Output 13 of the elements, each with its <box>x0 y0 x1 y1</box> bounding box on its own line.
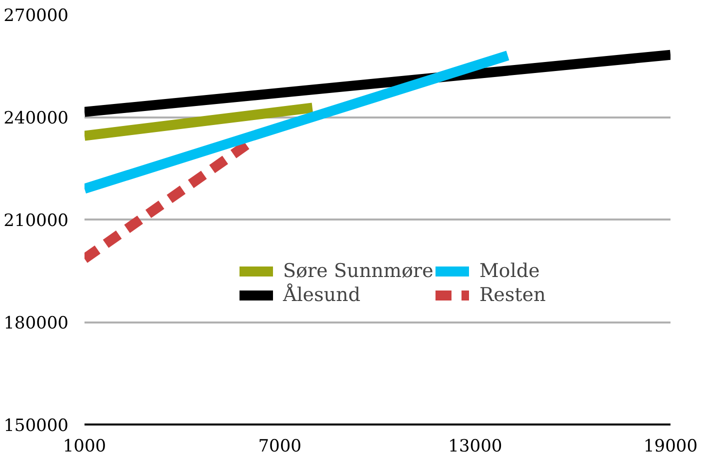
legend-label: Molde <box>479 260 540 282</box>
legend-label: Resten <box>479 284 546 306</box>
y-tick-label: 270000 <box>4 6 69 26</box>
legend-label: Søre Sunnmøre <box>283 260 434 282</box>
x-tick-label: 7000 <box>258 436 302 454</box>
y-tick-label: 210000 <box>4 211 69 231</box>
y-tick-label: 240000 <box>4 108 69 128</box>
x-tick-label: 13000 <box>448 436 502 454</box>
y-tick-label: 150000 <box>4 416 69 436</box>
x-tick-label: 19000 <box>643 436 698 454</box>
y-tick-label: 180000 <box>4 314 69 334</box>
legend-label: Ålesund <box>283 284 360 306</box>
x-tick-label: 1000 <box>62 436 106 454</box>
